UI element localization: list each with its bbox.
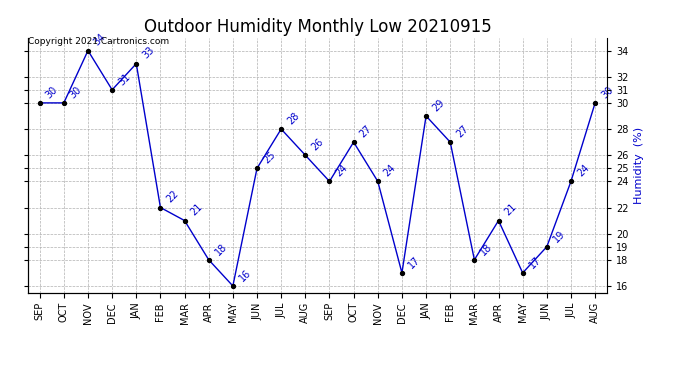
Point: [276, 126, 287, 132]
Point: [396, 270, 407, 276]
Point: [179, 217, 190, 223]
Text: 29: 29: [431, 98, 446, 113]
Text: 18: 18: [479, 241, 494, 257]
Text: 21: 21: [189, 202, 204, 218]
Text: 17: 17: [527, 254, 542, 270]
Point: [373, 178, 384, 184]
Text: 16: 16: [237, 267, 253, 283]
Point: [228, 283, 239, 289]
Text: 26: 26: [310, 136, 325, 152]
Text: 30: 30: [600, 84, 615, 100]
Point: [299, 152, 310, 158]
Point: [106, 87, 117, 93]
Y-axis label: Humidity  (%): Humidity (%): [634, 126, 644, 204]
Text: 21: 21: [503, 202, 518, 218]
Point: [348, 139, 359, 145]
Point: [251, 165, 262, 171]
Text: 19: 19: [551, 228, 566, 244]
Point: [493, 217, 504, 223]
Text: 30: 30: [68, 84, 83, 100]
Point: [518, 270, 529, 276]
Point: [469, 257, 480, 263]
Point: [58, 100, 69, 106]
Text: 31: 31: [117, 71, 132, 87]
Point: [444, 139, 455, 145]
Text: 22: 22: [165, 189, 181, 205]
Text: Copyright 2021 Cartronics.com: Copyright 2021 Cartronics.com: [28, 38, 169, 46]
Text: 25: 25: [262, 150, 277, 165]
Text: 24: 24: [334, 163, 349, 178]
Text: 18: 18: [213, 241, 228, 257]
Point: [541, 244, 552, 250]
Text: 17: 17: [406, 254, 422, 270]
Point: [34, 100, 46, 106]
Point: [203, 257, 214, 263]
Text: 27: 27: [455, 123, 471, 140]
Text: 30: 30: [44, 84, 59, 100]
Point: [155, 204, 166, 210]
Text: 28: 28: [286, 111, 301, 126]
Text: 33: 33: [141, 45, 156, 61]
Text: 24: 24: [382, 163, 397, 178]
Text: 34: 34: [92, 32, 108, 48]
Title: Outdoor Humidity Monthly Low 20210915: Outdoor Humidity Monthly Low 20210915: [144, 18, 491, 36]
Point: [420, 113, 432, 119]
Point: [565, 178, 576, 184]
Point: [324, 178, 335, 184]
Point: [83, 48, 94, 54]
Text: 27: 27: [358, 123, 374, 140]
Point: [589, 100, 600, 106]
Point: [130, 61, 142, 67]
Text: 24: 24: [575, 163, 591, 178]
